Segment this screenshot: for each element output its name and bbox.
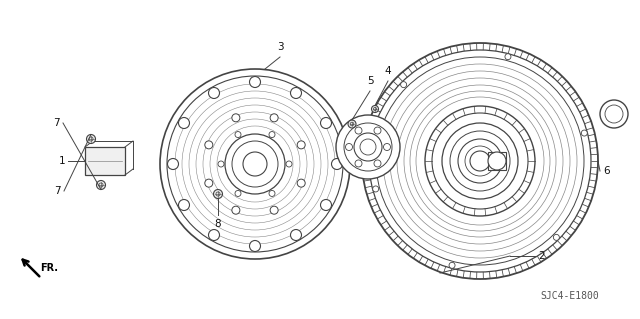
Circle shape bbox=[205, 141, 213, 149]
Circle shape bbox=[297, 179, 305, 187]
Circle shape bbox=[488, 152, 506, 170]
Text: 2: 2 bbox=[538, 251, 545, 261]
Text: 1: 1 bbox=[58, 156, 65, 166]
Circle shape bbox=[168, 159, 179, 169]
Circle shape bbox=[232, 206, 240, 214]
Circle shape bbox=[372, 186, 379, 192]
Circle shape bbox=[383, 144, 390, 151]
Circle shape bbox=[286, 161, 292, 167]
Circle shape bbox=[218, 161, 224, 167]
Circle shape bbox=[214, 189, 223, 198]
Circle shape bbox=[355, 127, 362, 134]
Circle shape bbox=[374, 127, 381, 134]
Circle shape bbox=[442, 123, 518, 199]
Text: 6: 6 bbox=[603, 166, 610, 176]
Circle shape bbox=[470, 151, 490, 171]
Circle shape bbox=[209, 87, 220, 99]
Circle shape bbox=[362, 43, 598, 279]
Text: SJC4-E1800: SJC4-E1800 bbox=[541, 291, 600, 301]
Circle shape bbox=[235, 131, 241, 137]
Circle shape bbox=[581, 130, 588, 136]
Circle shape bbox=[401, 82, 406, 88]
Text: 7: 7 bbox=[53, 118, 60, 128]
Circle shape bbox=[269, 131, 275, 137]
Text: 3: 3 bbox=[276, 42, 284, 52]
Circle shape bbox=[179, 199, 189, 211]
FancyBboxPatch shape bbox=[488, 152, 506, 170]
Circle shape bbox=[232, 114, 240, 122]
Circle shape bbox=[458, 139, 502, 183]
Text: 5: 5 bbox=[367, 76, 373, 86]
Circle shape bbox=[348, 120, 356, 128]
Circle shape bbox=[86, 135, 95, 144]
Circle shape bbox=[336, 115, 400, 179]
Circle shape bbox=[354, 133, 382, 161]
Circle shape bbox=[225, 134, 285, 194]
Circle shape bbox=[297, 141, 305, 149]
Circle shape bbox=[332, 159, 342, 169]
Text: 4: 4 bbox=[385, 66, 391, 76]
Circle shape bbox=[160, 69, 350, 259]
Circle shape bbox=[425, 106, 535, 216]
Text: FR.: FR. bbox=[40, 263, 58, 273]
Circle shape bbox=[321, 117, 332, 129]
Circle shape bbox=[250, 77, 260, 87]
Circle shape bbox=[505, 54, 511, 60]
Circle shape bbox=[321, 199, 332, 211]
Circle shape bbox=[97, 181, 106, 189]
Circle shape bbox=[554, 234, 559, 241]
Circle shape bbox=[355, 160, 362, 167]
Circle shape bbox=[209, 229, 220, 241]
Circle shape bbox=[269, 190, 275, 197]
Circle shape bbox=[243, 152, 267, 176]
Circle shape bbox=[205, 179, 213, 187]
Text: 8: 8 bbox=[214, 219, 221, 229]
Circle shape bbox=[449, 262, 455, 268]
Circle shape bbox=[374, 160, 381, 167]
Circle shape bbox=[291, 87, 301, 99]
Circle shape bbox=[235, 190, 241, 197]
Circle shape bbox=[179, 117, 189, 129]
Circle shape bbox=[270, 206, 278, 214]
Circle shape bbox=[250, 241, 260, 251]
Circle shape bbox=[346, 144, 353, 151]
Circle shape bbox=[270, 114, 278, 122]
Circle shape bbox=[291, 229, 301, 241]
FancyBboxPatch shape bbox=[85, 147, 125, 175]
Circle shape bbox=[371, 106, 378, 113]
Text: 7: 7 bbox=[54, 186, 61, 196]
